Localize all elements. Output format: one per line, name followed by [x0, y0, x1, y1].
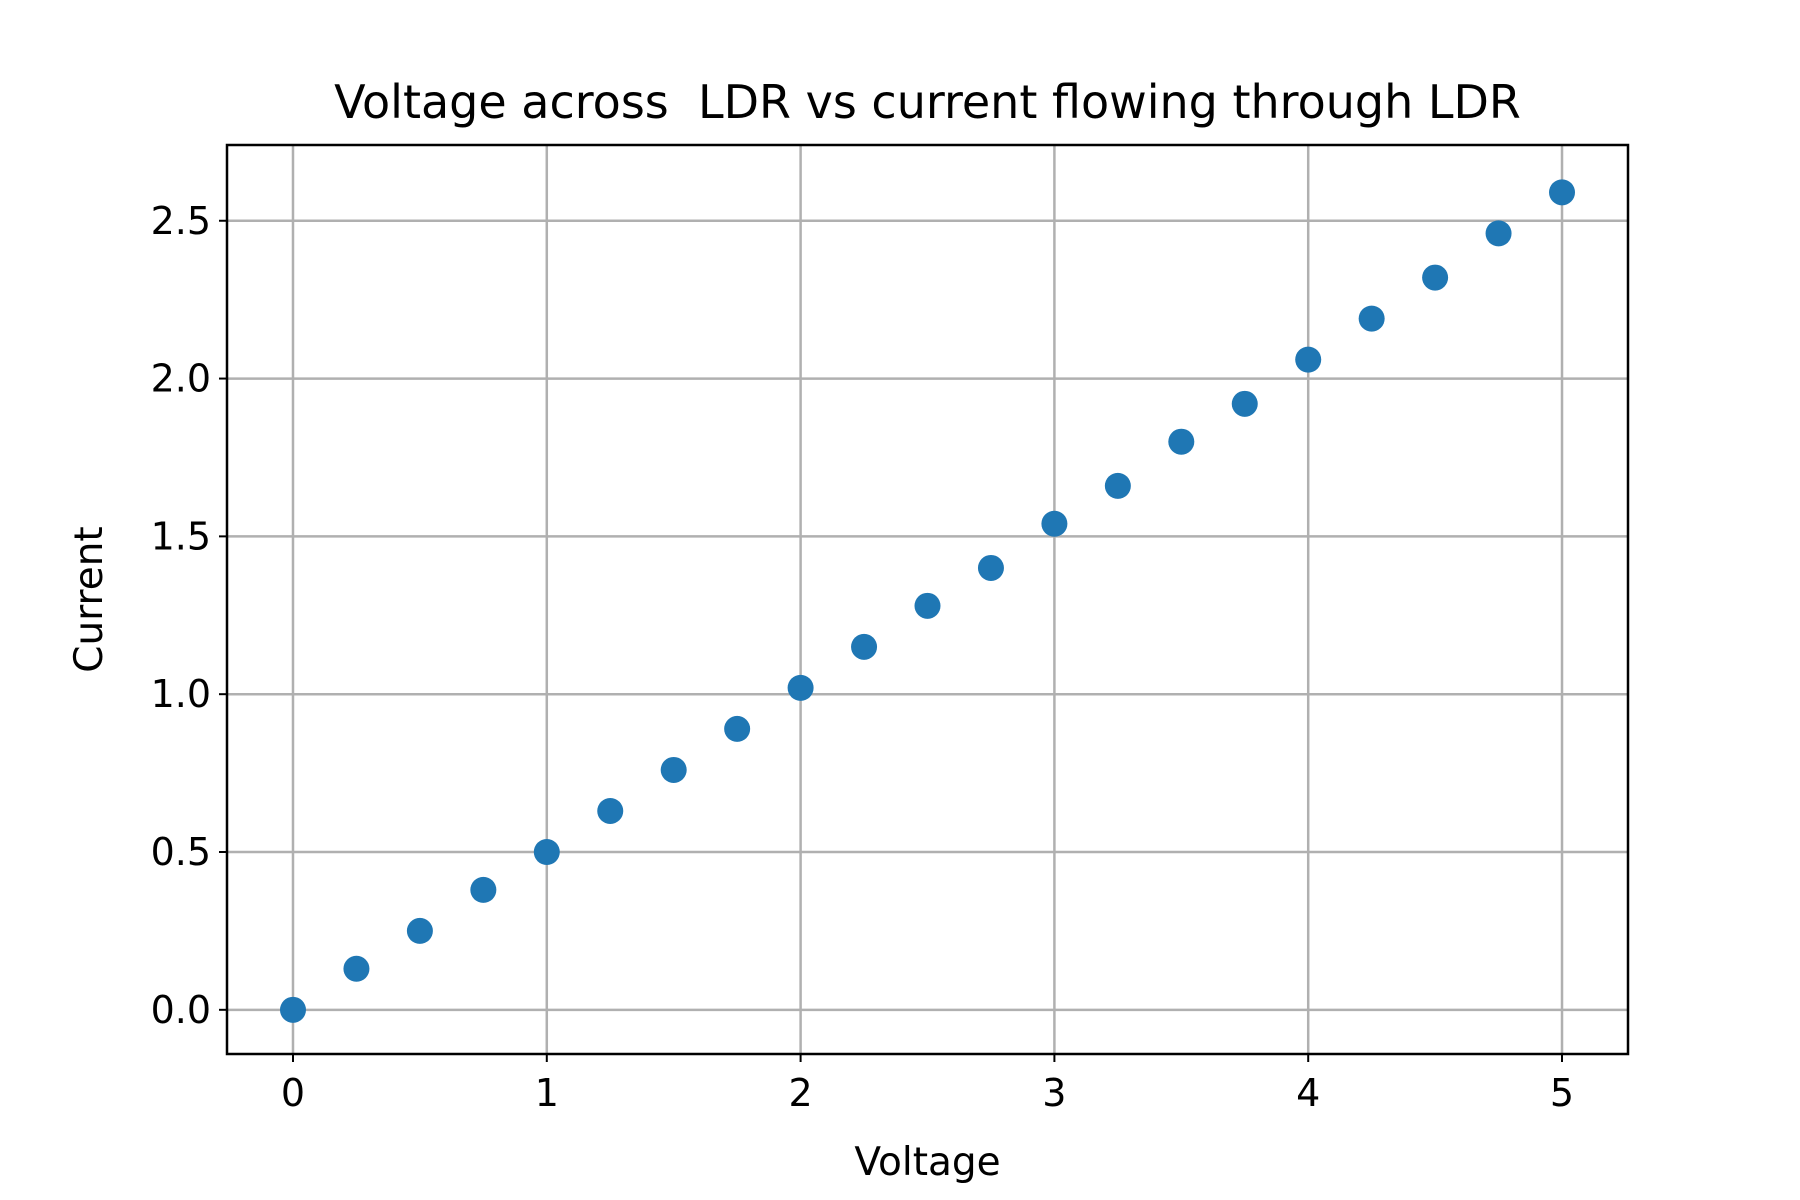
data-point: [1231, 390, 1258, 417]
ticks-layer: 0 1 2 3 4 5 0.0 0.5 1.0 1.5 2.0 2.5: [151, 199, 1575, 1115]
data-point: [914, 592, 941, 619]
x-tick-label: 5: [1550, 1071, 1574, 1115]
x-tick-label: 3: [1042, 1071, 1066, 1115]
data-point: [851, 633, 878, 660]
data-point: [660, 756, 687, 783]
y-tick-label: 0.5: [151, 830, 211, 874]
data-point: [1485, 220, 1512, 247]
data-point: [470, 876, 497, 903]
chart-title: Voltage across LDR vs current flowing th…: [334, 75, 1521, 129]
data-point: [787, 674, 814, 701]
y-tick-label: 2.5: [151, 199, 211, 243]
data-point: [1549, 179, 1576, 206]
data-point: [1104, 472, 1131, 499]
data-point: [977, 554, 1004, 581]
x-tick-label: 2: [789, 1071, 813, 1115]
x-tick-label: 0: [281, 1071, 305, 1115]
data-point: [533, 839, 560, 865]
y-tick-label: 1.5: [151, 514, 211, 558]
x-tick-label: 1: [535, 1071, 559, 1115]
y-tick-label: 2.0: [151, 357, 211, 401]
x-tick-label: 4: [1296, 1071, 1320, 1115]
data-point: [724, 715, 751, 742]
y-tick-label: 1.0: [151, 672, 211, 716]
data-point: [1168, 428, 1195, 455]
plot-frame: [225, 143, 1630, 1056]
data-point: [1358, 305, 1385, 332]
y-tick-label: 0.0: [151, 988, 211, 1032]
data-point: [1041, 510, 1068, 537]
data-point: [1295, 346, 1322, 373]
data-point: [597, 797, 624, 824]
points-layer: [279, 179, 1576, 1023]
x-axis-label: Voltage: [854, 1140, 1000, 1185]
y-axis-label: Current: [67, 526, 112, 672]
data-point: [343, 955, 370, 982]
data-point: [406, 917, 433, 944]
data-point: [1422, 264, 1449, 291]
data-point: [279, 996, 306, 1023]
grid-layer: [227, 145, 1628, 1054]
